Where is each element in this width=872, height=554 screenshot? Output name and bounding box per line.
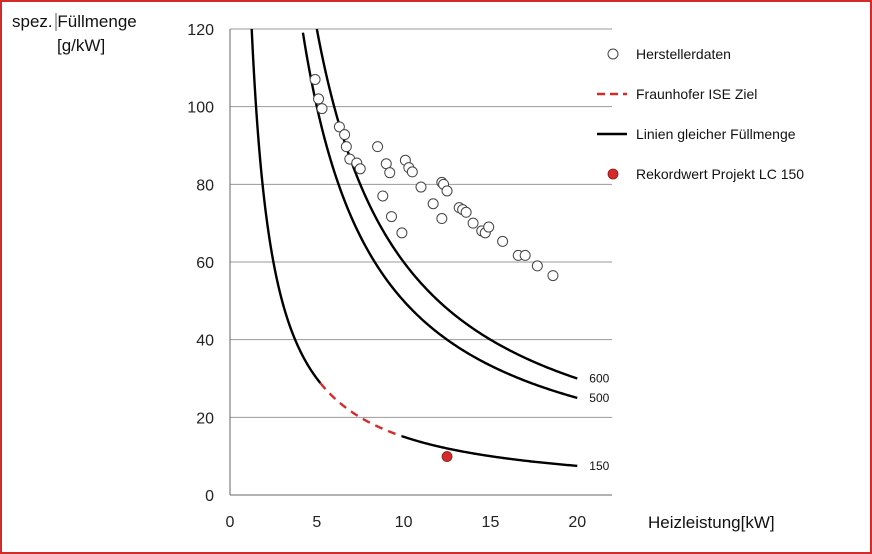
y-tick-label-60: 60 xyxy=(196,255,214,272)
manufacturer-point-3 xyxy=(333,121,345,133)
y-axis-title-line1: spez. Füllmenge xyxy=(12,12,137,31)
manufacturer-point-9 xyxy=(372,141,384,153)
manufacturer-point-13 xyxy=(385,211,397,223)
manufacturer-point-26 xyxy=(460,206,472,218)
y-tick-label-20: 20 xyxy=(196,410,214,427)
manufacturer-points xyxy=(309,73,559,282)
legend-label-2: Linien gleicher Füllmenge xyxy=(636,126,796,142)
manufacturer-point-23 xyxy=(441,185,453,197)
manufacturer-point-22 xyxy=(436,213,448,225)
y-tick-label-0: 0 xyxy=(205,488,214,505)
gridlines xyxy=(230,28,612,418)
manufacturer-point-18 xyxy=(415,181,427,193)
x-tick-label-20: 20 xyxy=(568,514,586,531)
x-tick-label-5: 5 xyxy=(312,514,321,531)
curve-label-150: 150 xyxy=(589,459,609,473)
manufacturer-point-17 xyxy=(406,166,418,178)
manufacturer-point-34 xyxy=(531,260,543,272)
manufacturer-point-10 xyxy=(377,190,389,202)
manufacturer-point-4 xyxy=(339,129,351,141)
curve-600-segment-0 xyxy=(315,28,578,380)
manufacturer-point-2 xyxy=(316,103,328,115)
y-tick-label-80: 80 xyxy=(196,177,214,194)
curve-label-600: 600 xyxy=(589,372,609,386)
x-axis-title: Heizleistung[kW] xyxy=(648,513,775,532)
manufacturer-point-12 xyxy=(384,167,396,179)
manufacturer-point-33 xyxy=(519,249,531,261)
iso-charge-curves: 600 500 150 xyxy=(250,28,610,473)
legend-marker-open-circle xyxy=(607,48,619,60)
manufacturer-point-5 xyxy=(340,141,352,153)
curve-label-500: 500 xyxy=(589,391,609,405)
manufacturer-point-31 xyxy=(497,235,509,247)
y-tick-label-100: 100 xyxy=(187,100,214,117)
manufacturer-point-30 xyxy=(483,221,495,233)
y-tick-label-40: 40 xyxy=(196,333,214,350)
manufacturer-point-27 xyxy=(467,217,479,229)
x-tick-label-15: 15 xyxy=(482,514,500,531)
curve-150-segment-1 xyxy=(401,435,578,468)
manufacturer-point-8 xyxy=(354,163,366,175)
x-tick-label-0: 0 xyxy=(226,514,235,531)
record-point-0 xyxy=(441,451,453,462)
x-tick-labels: 0 5 10 15 20 xyxy=(226,514,587,531)
manufacturer-point-19 xyxy=(427,198,439,210)
ise-target-curve xyxy=(319,382,403,438)
y-tick-labels: 0 20 40 60 80 100 120 xyxy=(187,22,214,505)
manufacturer-point-35 xyxy=(547,270,559,282)
manufacturer-point-14 xyxy=(396,227,408,239)
ise-target-dashed-line xyxy=(319,382,403,438)
record-point xyxy=(441,451,453,462)
curve-150-segment-0 xyxy=(250,28,322,384)
legend-label-3: Rekordwert Projekt LC 150 xyxy=(636,166,804,182)
manufacturer-point-1 xyxy=(313,93,325,105)
y-tick-label-120: 120 xyxy=(187,22,214,39)
y-axis-title-line2: [g/kW] xyxy=(57,36,105,55)
legend-label-1: Fraunhofer ISE Ziel xyxy=(636,86,757,102)
legend-marker-red-dot xyxy=(607,168,619,180)
legend: Herstellerdaten Fraunhofer ISE Ziel Linien… xyxy=(597,46,804,182)
axes xyxy=(229,29,612,496)
manufacturer-point-0 xyxy=(309,73,321,85)
x-tick-label-10: 10 xyxy=(395,514,413,531)
legend-label-0: Herstellerdaten xyxy=(636,46,731,62)
curve-500-segment-0 xyxy=(301,32,578,400)
